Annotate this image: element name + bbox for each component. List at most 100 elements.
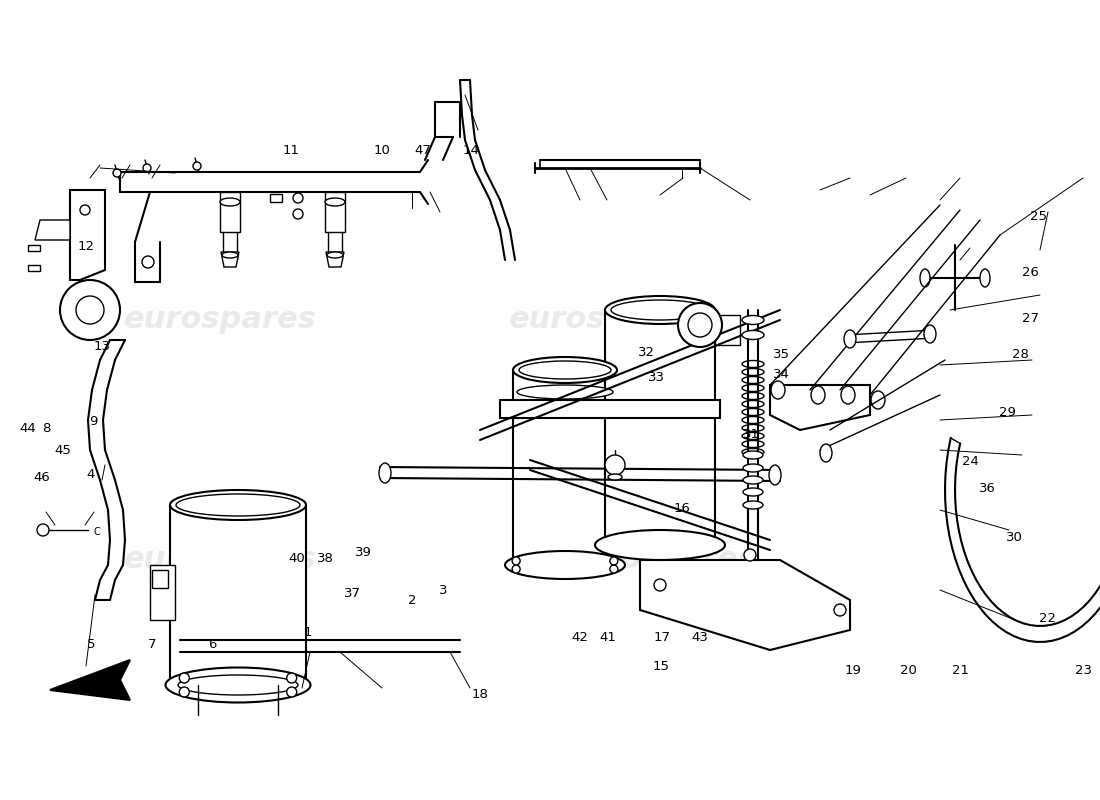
Text: 45: 45 <box>54 444 72 457</box>
Ellipse shape <box>820 444 832 462</box>
Text: 38: 38 <box>317 552 334 565</box>
Text: 41: 41 <box>600 631 617 644</box>
Text: 40: 40 <box>288 552 306 565</box>
Text: 35: 35 <box>772 348 790 361</box>
Polygon shape <box>640 560 850 650</box>
Bar <box>513 370 617 565</box>
Circle shape <box>293 209 303 219</box>
Text: 16: 16 <box>673 502 691 515</box>
Bar <box>605 310 715 545</box>
Text: 10: 10 <box>373 144 390 157</box>
Text: 28: 28 <box>1012 348 1030 361</box>
Text: 25: 25 <box>1030 210 1047 222</box>
Text: 19: 19 <box>844 664 861 677</box>
Polygon shape <box>221 252 239 267</box>
Ellipse shape <box>610 300 710 320</box>
Circle shape <box>609 557 618 565</box>
Ellipse shape <box>165 667 310 702</box>
Text: 37: 37 <box>343 587 361 600</box>
Bar <box>152 570 168 588</box>
Text: 4: 4 <box>86 468 95 481</box>
Text: 26: 26 <box>1022 266 1040 278</box>
Circle shape <box>37 524 50 536</box>
Circle shape <box>76 296 104 324</box>
Text: 6: 6 <box>208 638 217 650</box>
Text: 39: 39 <box>354 546 372 559</box>
Bar <box>324 192 345 232</box>
Polygon shape <box>50 660 130 700</box>
Text: 13: 13 <box>94 340 111 353</box>
Circle shape <box>688 313 712 337</box>
Text: 22: 22 <box>1038 612 1056 625</box>
Text: 43: 43 <box>691 631 708 644</box>
Ellipse shape <box>170 490 306 520</box>
Ellipse shape <box>517 385 613 399</box>
Ellipse shape <box>924 325 936 343</box>
Polygon shape <box>326 252 344 267</box>
Ellipse shape <box>605 296 715 324</box>
Ellipse shape <box>871 391 886 409</box>
Text: 46: 46 <box>33 471 51 484</box>
Text: 3: 3 <box>439 584 448 597</box>
Polygon shape <box>35 220 70 240</box>
Text: 36: 36 <box>979 482 997 494</box>
Text: 24: 24 <box>961 455 979 468</box>
Ellipse shape <box>742 451 763 459</box>
Circle shape <box>80 205 90 215</box>
Text: 5: 5 <box>87 638 96 650</box>
Bar <box>500 400 720 418</box>
Ellipse shape <box>513 357 617 383</box>
Ellipse shape <box>771 381 785 399</box>
Ellipse shape <box>811 386 825 404</box>
Text: 21: 21 <box>952 664 969 677</box>
Ellipse shape <box>293 193 303 203</box>
Ellipse shape <box>920 269 929 287</box>
Text: eurospares: eurospares <box>123 306 317 334</box>
Text: 34: 34 <box>772 368 790 381</box>
Text: 23: 23 <box>1075 664 1092 677</box>
Text: eurospares: eurospares <box>123 546 317 574</box>
Circle shape <box>513 565 520 573</box>
Ellipse shape <box>220 198 240 206</box>
Circle shape <box>179 673 189 683</box>
Text: 8: 8 <box>42 422 51 434</box>
Bar <box>150 565 175 620</box>
Text: 1: 1 <box>304 626 312 638</box>
Text: 20: 20 <box>900 664 917 677</box>
Text: 18: 18 <box>471 688 488 701</box>
Text: 11: 11 <box>283 144 300 157</box>
Circle shape <box>287 673 297 683</box>
Circle shape <box>605 455 625 475</box>
Circle shape <box>678 303 722 347</box>
Text: 12: 12 <box>77 240 95 253</box>
Circle shape <box>609 565 618 573</box>
Ellipse shape <box>842 386 855 404</box>
Circle shape <box>60 280 120 340</box>
Text: 44: 44 <box>19 422 36 434</box>
Bar <box>170 505 306 680</box>
Circle shape <box>834 604 846 616</box>
Circle shape <box>744 549 756 561</box>
Polygon shape <box>770 385 870 430</box>
Ellipse shape <box>769 465 781 485</box>
Text: 17: 17 <box>653 631 671 644</box>
Bar <box>220 192 240 232</box>
Text: 2: 2 <box>408 594 417 606</box>
Circle shape <box>192 162 201 170</box>
Ellipse shape <box>742 330 764 339</box>
Text: 14: 14 <box>462 144 480 157</box>
Circle shape <box>142 256 154 268</box>
Ellipse shape <box>844 330 856 348</box>
Text: 27: 27 <box>1022 312 1040 325</box>
Text: 15: 15 <box>652 660 670 673</box>
Bar <box>28 245 40 251</box>
Text: 9: 9 <box>89 415 98 428</box>
Ellipse shape <box>742 488 763 496</box>
Text: eurospares: eurospares <box>563 546 757 574</box>
Ellipse shape <box>222 252 238 258</box>
Circle shape <box>143 164 151 172</box>
Ellipse shape <box>327 252 343 258</box>
Ellipse shape <box>324 198 345 206</box>
Text: C: C <box>94 527 100 537</box>
Circle shape <box>179 687 189 697</box>
